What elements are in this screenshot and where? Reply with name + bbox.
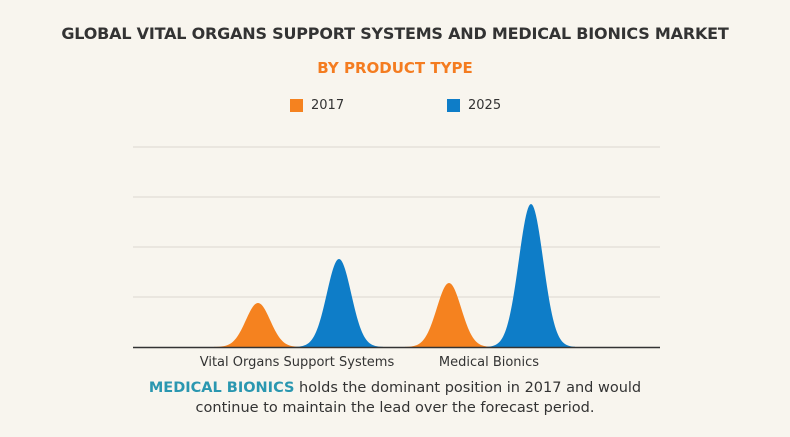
legend-item-2017: 2017 [290, 98, 344, 113]
peak-2017-medical-bionics [405, 283, 493, 347]
footer-note: MEDICAL BIONICS holds the dominant posit… [0, 378, 790, 418]
chart-subtitle: BY PRODUCT TYPE [317, 59, 473, 77]
peak-2017-vital-organs [214, 303, 302, 347]
legend-swatch-2025 [447, 99, 460, 112]
peak-2025-medical-bionics [487, 204, 575, 347]
legend-label-2017: 2017 [311, 98, 345, 113]
legend: 2017 2025 [0, 98, 790, 118]
peak-2025-vital-organs [295, 259, 383, 347]
chart-title: GLOBAL VITAL ORGANS SUPPORT SYSTEMS AND … [61, 24, 729, 43]
legend-swatch-2017 [290, 99, 303, 112]
x-tick-label-vital-organs: Vital Organs Support Systems [200, 355, 395, 370]
legend-label-2025: 2025 [468, 98, 502, 113]
footer-line2: continue to maintain the lead over the f… [195, 400, 595, 416]
legend-item-2025: 2025 [447, 98, 501, 113]
footer-line1: holds the dominant position in 2017 and … [294, 380, 642, 396]
footer-highlight: MEDICAL BIONICS [148, 380, 295, 396]
x-tick-label-medical-bionics: Medical Bionics [439, 355, 539, 370]
